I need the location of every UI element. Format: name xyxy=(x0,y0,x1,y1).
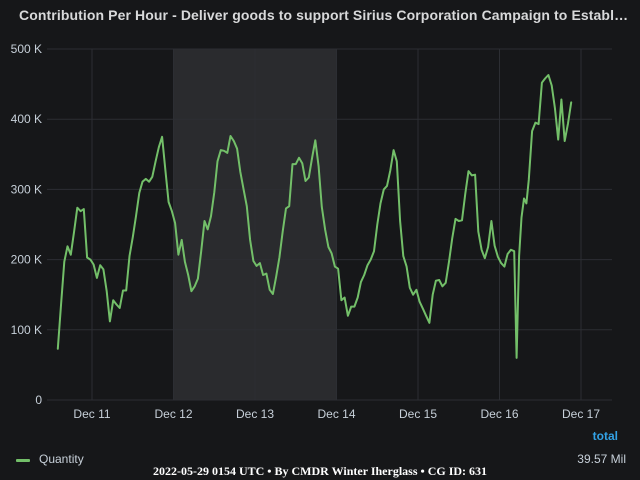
x-tick-label: Dec 14 xyxy=(317,407,355,421)
y-tick-labels: 0 100 K 200 K 300 K 400 K 500 K xyxy=(11,42,43,407)
y-tick-label: 400 K xyxy=(11,112,42,126)
legend-series-name[interactable]: Quantity xyxy=(39,452,84,466)
y-tick-label: 200 K xyxy=(11,253,42,267)
x-tick-label: Dec 15 xyxy=(399,407,437,421)
grid-layer xyxy=(47,48,612,401)
x-tick-label: Dec 11 xyxy=(73,407,110,421)
series-line-quantity[interactable] xyxy=(56,74,573,359)
x-tick-label: Dec 13 xyxy=(236,407,274,421)
footer-caption: 2022-05-29 0154 UTC • By CMDR Winter Ihe… xyxy=(152,464,488,478)
legend-color-swatch xyxy=(16,459,30,462)
x-tick-label: Dec 12 xyxy=(154,407,192,421)
legend-item-quantity[interactable]: Quantity 39.57 Mil xyxy=(16,452,626,468)
x-tick-label: Dec 16 xyxy=(480,407,518,421)
legend-total-header[interactable]: total xyxy=(592,429,618,443)
x-tick-labels: Dec 11 Dec 12 Dec 13 Dec 14 Dec 15 Dec 16 Dec … xyxy=(73,407,600,421)
series-layer xyxy=(56,74,573,359)
x-tick-label: Dec 17 xyxy=(562,407,600,421)
y-tick-label: 0 xyxy=(35,393,42,407)
y-tick-label: 100 K xyxy=(11,323,42,337)
y-tick-label: 500 K xyxy=(11,42,42,56)
y-tick-label: 300 K xyxy=(11,182,42,196)
legend-series-total: 39.57 Mil xyxy=(577,452,626,466)
